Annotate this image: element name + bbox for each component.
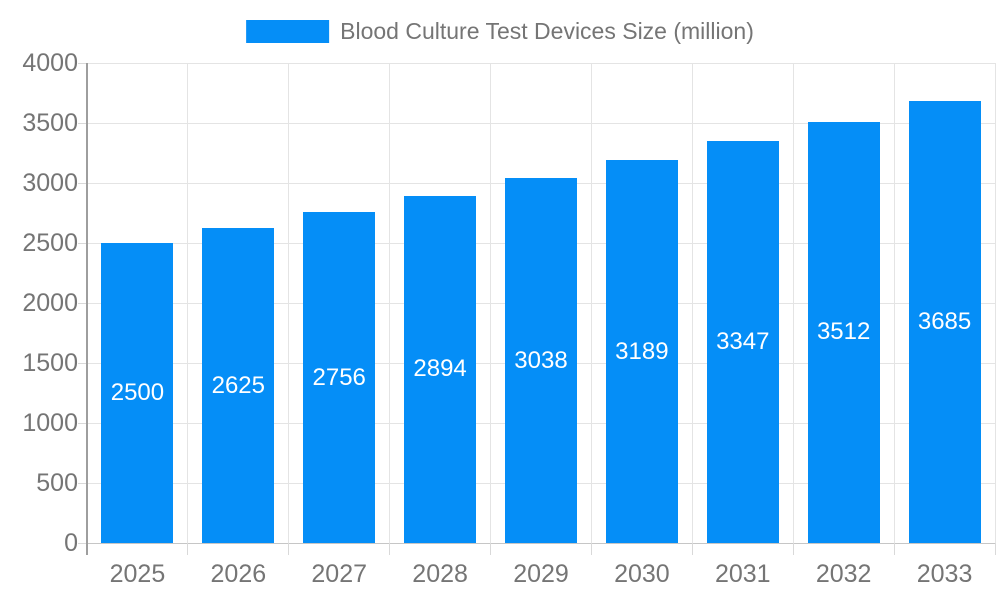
y-axis-tick — [78, 182, 87, 184]
h-gridline — [87, 542, 995, 544]
bar[interactable] — [505, 178, 577, 543]
y-axis-label: 1000 — [22, 409, 78, 437]
bar-value-label: 2756 — [312, 363, 366, 391]
bar-value-label: 2500 — [110, 379, 165, 406]
bar-value-label: 3512 — [816, 318, 871, 346]
bar[interactable] — [404, 195, 477, 543]
x-axis-label: 2026 — [210, 560, 267, 588]
x-axis-tick — [288, 543, 290, 555]
bar[interactable] — [807, 121, 880, 543]
v-gridline — [288, 63, 290, 543]
x-axis-label: 2032 — [815, 560, 872, 588]
x-axis-tick — [691, 543, 693, 555]
y-axis-label: 1500 — [22, 349, 78, 377]
x-axis-tick — [590, 543, 592, 555]
x-axis-label: 2028 — [412, 560, 468, 588]
y-axis-tick — [78, 422, 87, 424]
bar-value-label: 3685 — [917, 307, 972, 335]
bar[interactable] — [908, 100, 981, 543]
y-axis-line — [86, 63, 88, 555]
y-axis-tick — [78, 122, 87, 124]
v-gridline — [490, 63, 492, 543]
y-axis-tick — [78, 242, 87, 244]
x-axis-label: 2027 — [311, 560, 368, 588]
y-axis-label: 4000 — [22, 49, 78, 77]
v-gridline — [187, 63, 189, 543]
bar-value-label: 3038 — [514, 346, 568, 374]
y-axis-label: 3000 — [22, 169, 78, 197]
x-axis-tick — [187, 543, 189, 555]
legend[interactable]: Blood Culture Test Devices Size (million… — [246, 14, 754, 48]
x-axis-label: 2031 — [714, 560, 771, 588]
legend-label: Blood Culture Test Devices Size (million… — [340, 17, 754, 44]
bar[interactable] — [202, 228, 275, 543]
bar[interactable] — [605, 160, 678, 543]
v-gridline — [893, 63, 895, 543]
x-axis-tick — [994, 543, 996, 555]
bar-value-label: 2625 — [211, 371, 265, 399]
x-axis-tick — [490, 543, 492, 555]
h-gridline — [87, 62, 995, 64]
v-gridline — [994, 63, 996, 543]
x-axis-tick — [389, 543, 391, 555]
v-gridline — [590, 63, 592, 543]
x-axis-label: 2033 — [916, 560, 973, 588]
y-axis-label: 500 — [36, 469, 78, 497]
y-axis-tick — [78, 482, 87, 484]
x-axis-label: 2025 — [109, 560, 166, 588]
bar[interactable] — [303, 212, 376, 543]
bar-value-label: 2894 — [413, 355, 467, 383]
y-axis-label: 2000 — [22, 289, 78, 317]
v-gridline — [691, 63, 693, 543]
bar[interactable] — [101, 243, 174, 543]
v-gridline — [792, 63, 794, 543]
bar[interactable] — [706, 141, 779, 543]
bar-value-label: 3189 — [615, 337, 669, 365]
y-axis-tick — [78, 302, 87, 304]
y-axis-label: 3500 — [22, 109, 78, 137]
h-gridline — [87, 122, 995, 124]
x-axis-label: 2029 — [513, 560, 569, 588]
legend-swatch-icon — [246, 19, 330, 43]
x-axis-tick — [792, 543, 794, 555]
bar-value-label: 3347 — [716, 328, 770, 356]
y-axis-tick — [78, 542, 87, 544]
y-axis-tick — [78, 62, 87, 64]
x-axis-label: 2030 — [614, 560, 670, 588]
v-gridline — [389, 63, 391, 543]
y-axis-label: 2500 — [22, 229, 78, 257]
x-axis-tick — [893, 543, 895, 555]
y-axis-label: 0 — [64, 529, 78, 557]
y-axis-tick — [78, 362, 87, 364]
